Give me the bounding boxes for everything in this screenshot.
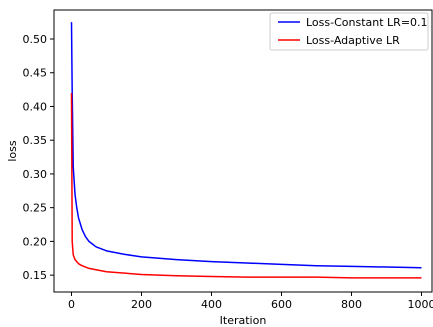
y-tick-label: 0.20 xyxy=(23,235,48,248)
x-tick-label: 800 xyxy=(341,298,362,311)
y-ticks: 0.15 0.20 0.25 0.30 0.35 0.40 0.45 0.50 xyxy=(23,33,54,282)
x-tick-label: 600 xyxy=(271,298,292,311)
x-tick-label: 1000 xyxy=(408,298,433,311)
series-line-adaptive-lr xyxy=(70,92,422,279)
y-tick-label: 0.25 xyxy=(23,202,48,215)
y-tick-label: 0.35 xyxy=(23,134,48,147)
axes-frame xyxy=(53,9,433,293)
y-tick-label: 0.50 xyxy=(23,33,48,46)
x-ticks: 0 200 400 600 800 1000 xyxy=(68,292,433,311)
x-tick-label: 200 xyxy=(131,298,152,311)
y-axis-label: loss xyxy=(6,140,19,162)
series-line-constant-lr xyxy=(70,22,422,269)
legend-label-constant-lr: Loss-Constant LR=0.1 xyxy=(306,16,428,29)
y-tick-label: 0.30 xyxy=(23,168,48,181)
legend: Loss-Constant LR=0.1 Loss-Adaptive LR xyxy=(269,12,429,51)
y-tick-label: 0.15 xyxy=(23,269,48,282)
y-tick-label: 0.45 xyxy=(23,67,48,80)
legend-label-adaptive-lr: Loss-Adaptive LR xyxy=(306,34,400,47)
series-layer xyxy=(70,22,422,279)
x-axis-label: Iteration xyxy=(220,314,267,327)
x-tick-label: 0 xyxy=(68,298,75,311)
x-tick-label: 400 xyxy=(201,298,222,311)
y-tick-label: 0.40 xyxy=(23,100,48,113)
legend-box xyxy=(269,12,429,51)
